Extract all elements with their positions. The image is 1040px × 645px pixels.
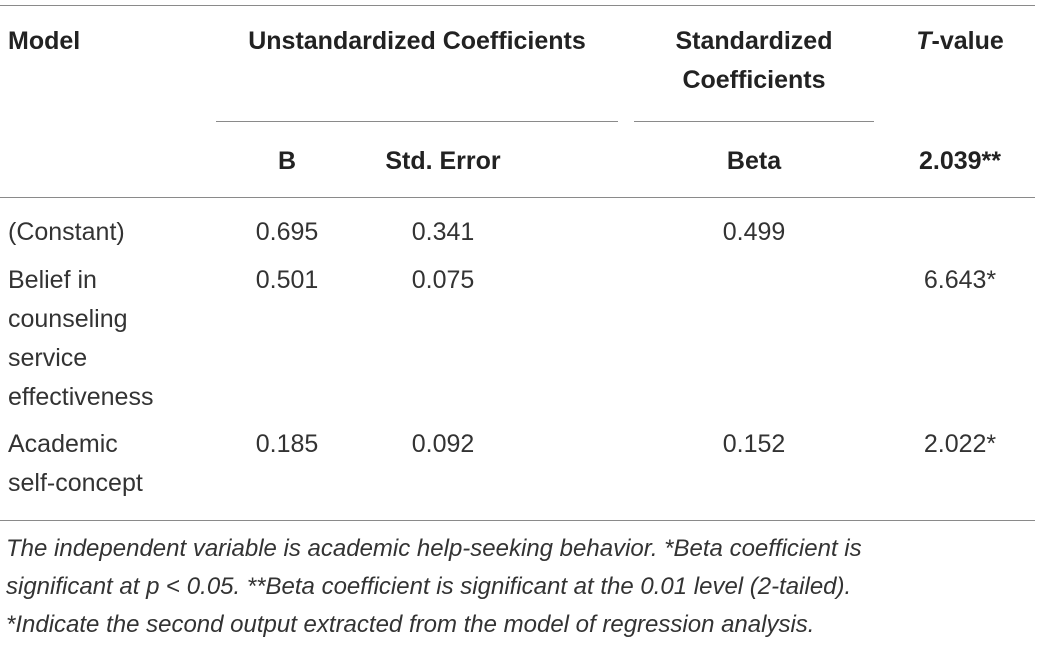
row-constant-beta: 0.499 [722, 218, 786, 246]
row-belief-std-error: 0.075 [411, 266, 475, 294]
row-belief-label-line: counseling [8, 305, 128, 333]
header-bottom-rule [0, 197, 1035, 198]
top-rule [0, 5, 1035, 6]
header-t-value-italic: T [916, 27, 932, 55]
row-belief-b: 0.501 [255, 266, 319, 294]
table-bottom-rule [0, 520, 1035, 521]
header-beta: Beta [726, 147, 782, 175]
row-academic-label-line: self-concept [8, 469, 143, 497]
row-constant-std-error: 0.341 [411, 218, 475, 246]
footnote-line-2: significant at p < 0.05. **Beta coeffici… [6, 568, 1036, 606]
row-constant-label: (Constant) [8, 218, 125, 246]
row-belief-label: Belief in counseling service effectivene… [8, 261, 153, 417]
footnote-line-1: The independent variable is academic hel… [6, 535, 862, 562]
header-t-value-rest: -value [931, 27, 1004, 55]
header-standardized-line2: Coefficients [682, 66, 826, 94]
footnote-line-3: *Indicate the second output extracted fr… [6, 611, 815, 638]
footnote-p-symbol: p [146, 573, 160, 600]
header-model: Model [8, 27, 81, 55]
row-belief-label-line: service [8, 344, 88, 372]
header-t-value-sub: 2.039** [918, 147, 1002, 175]
footnote-line-2-pre: significant at [6, 573, 147, 600]
row-academic-beta: 0.152 [722, 430, 786, 458]
footnote-less-than: < [159, 573, 187, 600]
row-belief-label-line: Belief in [8, 266, 97, 294]
row-academic-std-error: 0.092 [411, 430, 475, 458]
row-constant-b: 0.695 [255, 218, 319, 246]
table-footnote: The independent variable is academic hel… [6, 530, 1036, 644]
unstandardized-group-rule [216, 121, 618, 122]
row-belief-t-value: 6.643* [923, 266, 997, 294]
header-standardized-line1: Standardized [675, 27, 833, 55]
row-academic-t-value: 2.022* [923, 430, 997, 458]
header-unstandardized-coefficients: Unstandardized Coefficients [248, 27, 586, 55]
standardized-group-rule [634, 121, 874, 122]
footnote-line-2-post: 0.05. **Beta coefficient is significant … [186, 573, 852, 600]
header-b: B [277, 147, 297, 175]
header-t-value: T-value [890, 22, 1030, 61]
row-belief-label-line: effectiveness [8, 383, 154, 411]
header-standardized-coefficients: Standardized Coefficients [634, 22, 874, 100]
row-academic-label-line: Academic [8, 430, 118, 458]
row-academic-b: 0.185 [255, 430, 319, 458]
header-std-error: Std. Error [385, 147, 501, 175]
row-academic-label: Academic self-concept [8, 425, 143, 503]
